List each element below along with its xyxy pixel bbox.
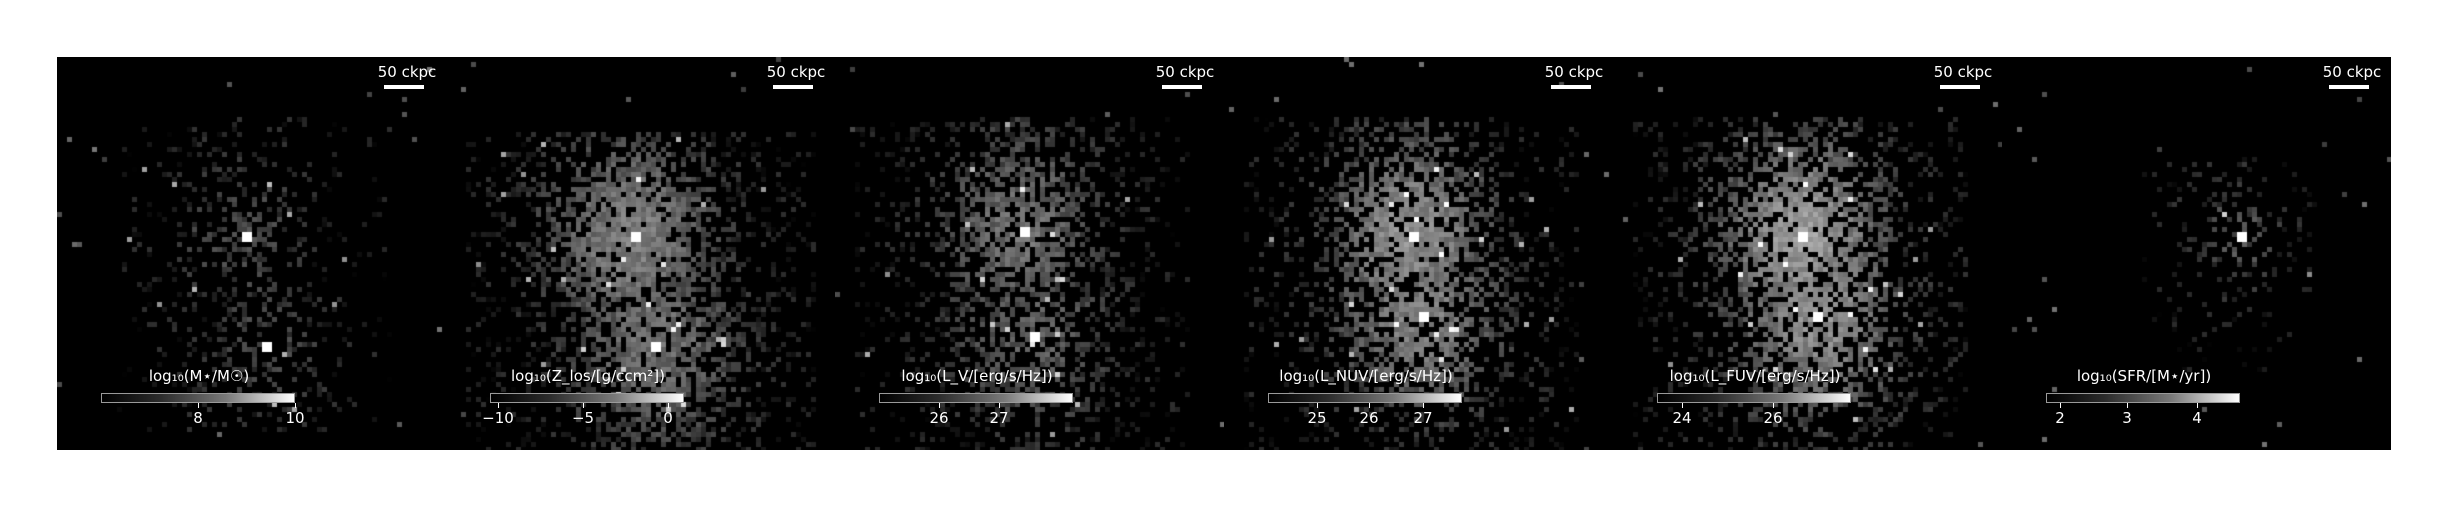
scale-bar [773,85,813,89]
scale-bar-label: 50 ckpc [1933,63,1993,81]
colorbar [1268,393,1462,403]
colorbar-tick [2060,403,2061,408]
colorbar-label: log₁₀(M⋆/M☉) [148,367,250,385]
scale-bar [384,85,424,89]
colorbar-tick-label: 4 [2192,409,2202,427]
nuv-luminosity-map [1224,57,1613,450]
colorbar-tick [1682,403,1683,408]
colorbar-tick [2197,403,2198,408]
colorbar-tick [999,403,1000,408]
image-strip: 50 ckpc log₁₀(M⋆/M☉) 8 10 50 ckpc log₁₀(… [57,57,2391,450]
colorbar [1657,393,1851,403]
colorbar-tick [1773,403,1774,408]
scale-bar [1551,85,1591,89]
panel-metallicity: 50 ckpc log₁₀(Z_los/[g/ccm²]) −10 −5 0 [446,57,835,450]
scale-bar [2329,85,2369,89]
colorbar-tick [1369,403,1370,408]
colorbar-tick-label: 8 [193,409,203,427]
colorbar-tick-label: 24 [1672,409,1692,427]
scale-bar-label: 50 ckpc [377,63,437,81]
colorbar-tick [295,403,296,408]
colorbar-tick-label: 10 [285,409,305,427]
colorbar-tick [2127,403,2128,408]
scale-bar-label: 50 ckpc [766,63,826,81]
colorbar-tick [498,403,499,408]
panel-stellar-mass: 50 ckpc log₁₀(M⋆/M☉) 8 10 [57,57,446,450]
colorbar-tick-label: 2 [2055,409,2065,427]
colorbar-label: log₁₀(L_FUV/[erg/s/Hz]) [1669,367,1841,385]
colorbar [879,393,1073,403]
sfr-map [2002,57,2391,450]
scale-bar-label: 50 ckpc [1155,63,1215,81]
colorbar [2046,393,2240,403]
colorbar [490,393,684,403]
colorbar-tick [668,403,669,408]
colorbar-label: log₁₀(SFR/[M⋆/yr]) [2076,367,2212,385]
colorbar [101,393,295,403]
colorbar-tick-label: −10 [482,409,514,427]
colorbar-tick [583,403,584,408]
colorbar-tick [198,403,199,408]
panel-sfr: 50 ckpc log₁₀(SFR/[M⋆/yr]) 2 3 4 [2002,57,2391,450]
colorbar-tick-label: 27 [1413,409,1433,427]
colorbar-tick-label: 27 [989,409,1009,427]
v-band-luminosity-map [835,57,1224,450]
colorbar-tick-label: 25 [1307,409,1327,427]
colorbar-label: log₁₀(L_NUV/[erg/s/Hz]) [1279,367,1453,385]
panel-v-band: 50 ckpc log₁₀(L_V/[erg/s/Hz]) 26 27 [835,57,1224,450]
colorbar-tick-label: −5 [571,409,595,427]
panel-nuv: 50 ckpc log₁₀(L_NUV/[erg/s/Hz]) 25 26 27 [1224,57,1613,450]
scale-bar [1940,85,1980,89]
metallicity-map [446,57,835,450]
colorbar-tick [939,403,940,408]
colorbar-label: log₁₀(Z_los/[g/ccm²]) [511,367,665,385]
colorbar-tick-label: 26 [1763,409,1783,427]
scale-bar-label: 50 ckpc [2322,63,2382,81]
colorbar-label: log₁₀(L_V/[erg/s/Hz]) [901,367,1053,385]
scale-bar-label: 50 ckpc [1544,63,1604,81]
colorbar-tick [1317,403,1318,408]
colorbar-tick-label: 0 [663,409,673,427]
scale-bar [1162,85,1202,89]
colorbar-tick-label: 3 [2122,409,2132,427]
panel-fuv: 50 ckpc log₁₀(L_FUV/[erg/s/Hz]) 24 26 [1613,57,2002,450]
colorbar-tick-label: 26 [929,409,949,427]
colorbar-tick-label: 26 [1359,409,1379,427]
stellar-mass-map [57,57,446,450]
colorbar-tick [1423,403,1424,408]
fuv-luminosity-map [1613,57,2002,450]
